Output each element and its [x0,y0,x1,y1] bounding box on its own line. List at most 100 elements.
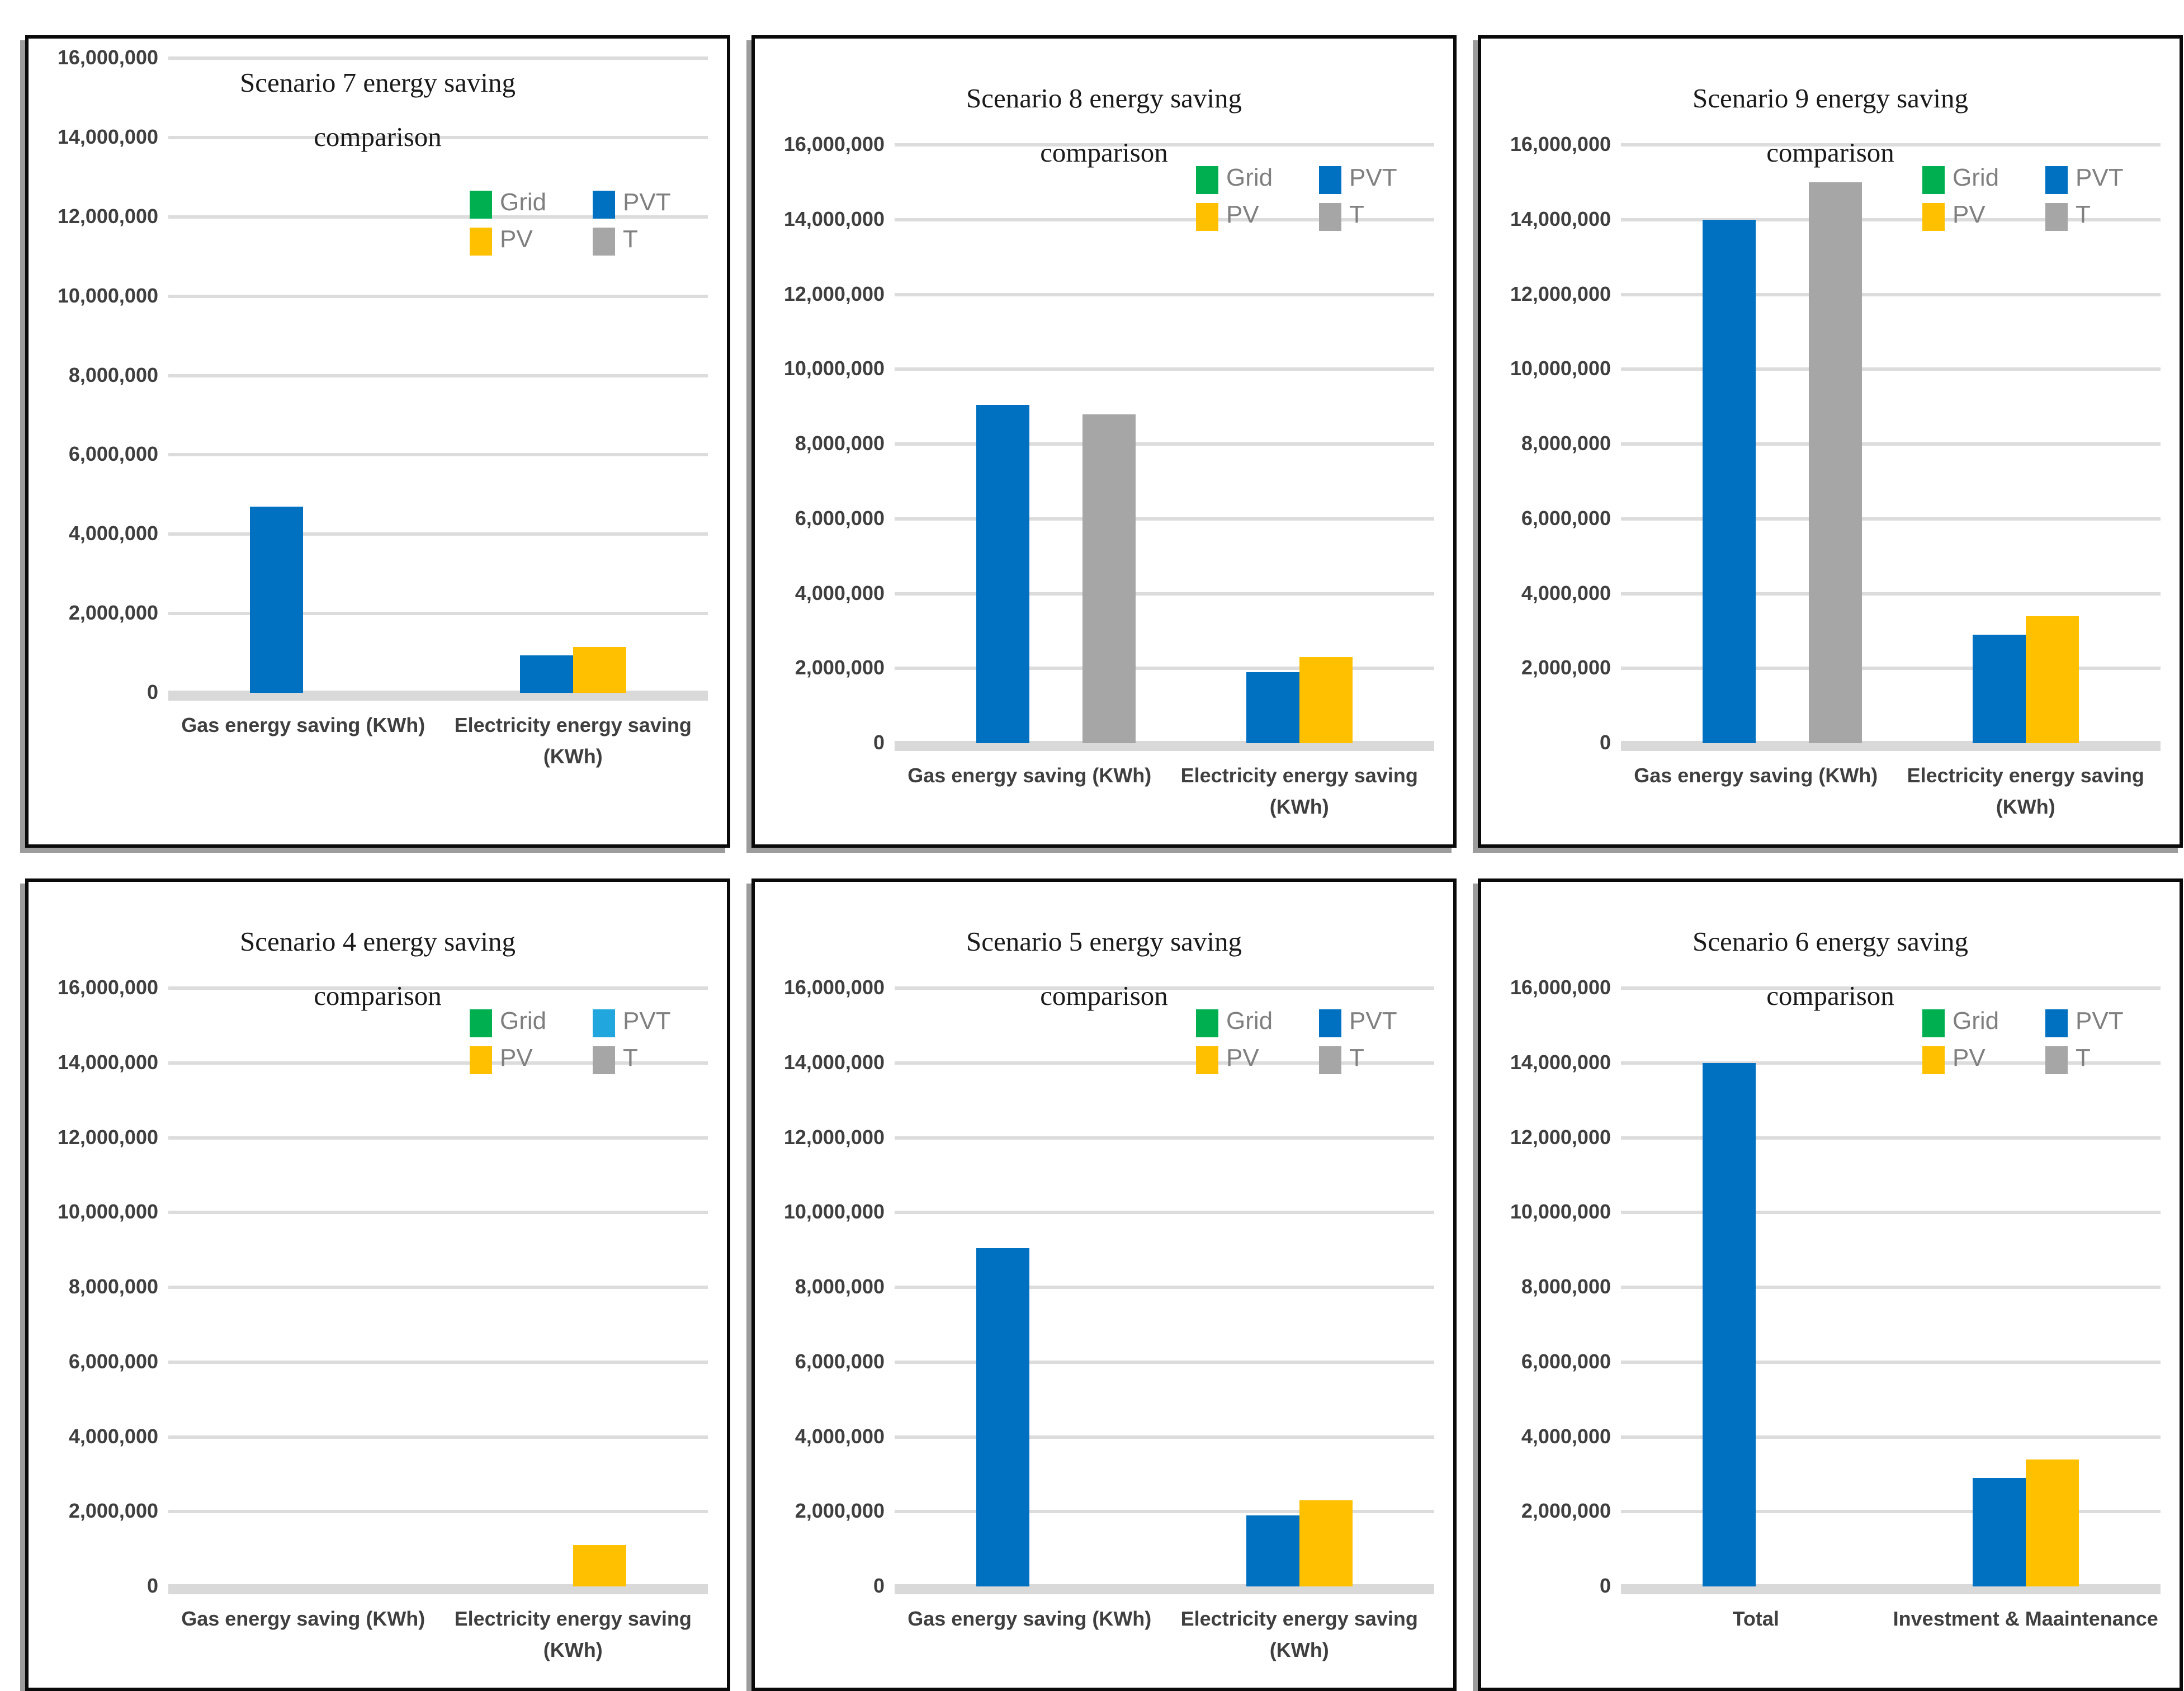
legend-swatch-pv [470,1046,492,1074]
bar-pv-cat2 [2025,1459,2079,1586]
y-axis-tick-label: 10,000,000 [1510,1200,1611,1224]
y-axis-tick-label: 8,000,000 [795,432,885,455]
gridline [1621,1061,2161,1065]
legend-swatch-pvt [2045,1009,2068,1037]
y-axis-tick-label: 6,000,000 [68,1349,158,1373]
y-axis-tick-label: 2,000,000 [68,601,158,625]
gridline [895,667,1434,670]
x-category-label: Gas energy saving (KWh) [181,1607,426,1630]
legend-label-pvt: PVT [1349,164,1397,191]
x-category-label: Gas energy saving (KWh) [907,1607,1152,1630]
y-axis-tick-label: 12,000,000 [57,204,158,228]
legend-swatch-pv [1922,203,1945,231]
legend-swatch-pvt [1319,166,1341,194]
y-axis-tick-label: 10,000,000 [57,1200,158,1224]
gridline [895,1435,1434,1439]
chart-title: Scenario 8 energy saving comparison [966,83,1242,168]
y-axis-tick-label: 8,000,000 [1521,1275,1611,1298]
y-axis-tick-label: 4,000,000 [68,522,158,545]
legend-label-pvt: PVT [1349,1007,1397,1035]
y-axis-tick-label: 16,000,000 [1510,976,1611,999]
gridline [1621,367,2161,371]
legend-swatch-grid [1196,166,1218,194]
y-axis-tick-label: 12,000,000 [1510,282,1611,305]
y-axis-tick-label: 6,000,000 [1521,506,1611,530]
y-axis-tick-label: 0 [873,731,885,754]
y-axis-tick-label: 10,000,000 [783,357,885,380]
y-axis-tick-label: 4,000,000 [795,1424,885,1448]
y-axis-tick-label: 16,000,000 [783,976,885,999]
y-axis-tick-label: 6,000,000 [795,506,885,530]
y-axis-tick-label: 16,000,000 [57,976,158,999]
y-axis-tick-label: 12,000,000 [783,1125,885,1149]
y-axis-tick-label: 2,000,000 [68,1499,158,1523]
y-axis-tick-label: 2,000,000 [1521,1499,1611,1523]
legend-label-pvt: PVT [623,188,671,216]
x-category-label: Electricity energy saving (KWh) [454,1607,692,1661]
y-axis-tick-label: 2,000,000 [795,656,885,679]
y-axis-tick-label: 14,000,000 [1510,207,1611,230]
legend-swatch-pv [470,228,492,256]
x-axis-line [895,1584,1434,1594]
bar-pv-cat2 [573,647,626,693]
gridline [895,442,1434,446]
gridline [895,143,1434,147]
gridline [168,1435,708,1439]
x-axis-line [168,691,708,701]
chart-title: Scenario 5 energy saving comparison [966,926,1242,1011]
x-category-label: Electricity energy saving (KWh) [1180,1607,1418,1661]
legend-label-pv: PV [1226,201,1259,228]
gridline [1621,292,2161,296]
y-axis-tick-label: 4,000,000 [1521,1424,1611,1448]
legend-label-pv: PV [1953,201,1986,228]
bar-pv-cat2 [1299,1500,1353,1586]
gridline [1621,1211,2161,1215]
bar-pvt-cat1 [1703,1062,1756,1586]
x-axis-line [1621,741,2161,751]
y-axis-tick-label: 8,000,000 [68,363,158,386]
x-category-label: Gas energy saving (KWh) [1634,764,1878,787]
legend-label-t: T [623,225,638,253]
legend-swatch-pv [1922,1046,1945,1074]
legend-label-grid: Grid [1953,1007,1999,1035]
chart-title: Scenario 7 energy saving comparison [239,67,516,152]
y-axis-tick-label: 12,000,000 [1510,1125,1611,1149]
y-axis-tick-label: 0 [146,681,158,703]
x-category-label: Total [1732,1607,1779,1630]
x-category-label: Investment & Maaintenance [1893,1607,2158,1630]
legend-label-t: T [1349,201,1364,228]
legend-swatch-grid [1922,1009,1945,1037]
y-axis-tick-label: 0 [873,1574,885,1597]
y-axis-tick-label: 0 [1599,1574,1611,1597]
gridline [895,1061,1434,1065]
y-axis-tick-label: 8,000,000 [795,1275,885,1298]
chart-panel-scenario8: 16,000,000 14,000,000 12,000,000 10,000,000… [751,35,1457,848]
y-axis-tick-label: 4,000,000 [795,581,885,604]
x-axis-line [168,1584,708,1594]
y-axis-tick-label: 6,000,000 [795,1349,885,1373]
bar-pvt-cat1 [250,506,304,693]
legend-swatch-grid [470,191,492,219]
legend-swatch-pvt [2045,166,2068,194]
legend-swatch-pv [1196,203,1218,231]
gridline [168,1136,708,1140]
x-axis-line [895,741,1434,751]
legend-swatch-t [1319,1046,1341,1074]
gridline [168,532,708,536]
legend-label-grid: Grid [500,1007,547,1035]
bar-pv-cat2 [2025,616,2079,743]
x-category-label: Gas energy saving (KWh) [907,764,1152,787]
chart-title: Scenario 6 energy saving comparison [1692,926,1969,1011]
legend-label-pv: PV [500,1044,533,1071]
y-axis-tick-label: 0 [1599,731,1611,754]
gridline [895,1136,1434,1140]
chart-title: Scenario 4 energy saving comparison [239,926,516,1011]
gridline [168,1286,708,1289]
legend-label-t: T [2076,201,2091,228]
gridline [895,1286,1434,1289]
gridline [168,612,708,616]
bar-pvt-cat1 [976,1248,1030,1586]
gridline [168,215,708,219]
bar-pvt-cat2 [1246,672,1299,743]
gridline [1621,218,2161,221]
